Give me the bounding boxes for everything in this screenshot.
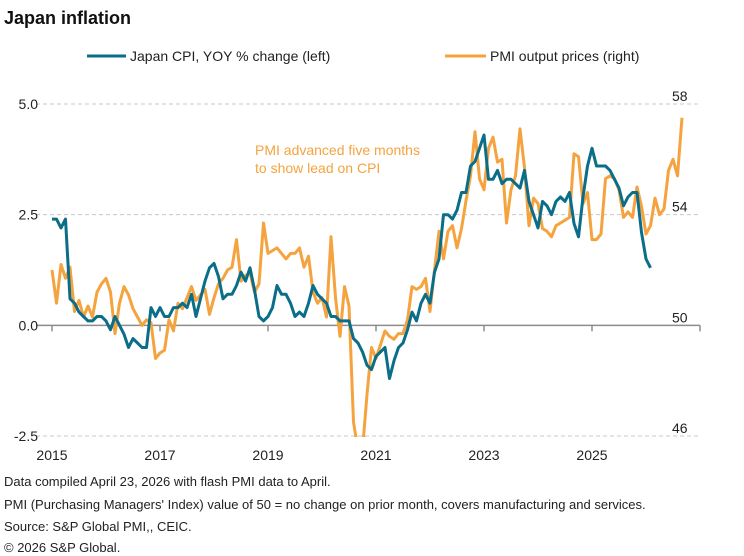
legend-label-pmi: PMI output prices (right) — [490, 48, 639, 64]
series-line-pmi-output-prices — [50, 117, 684, 437]
right-axis-ticks: 58 54 50 46 — [672, 88, 688, 436]
x-tick-label: 2023 — [468, 447, 499, 463]
annotation-line-2: to show lead on CPI — [255, 160, 380, 176]
right-tick-label: 50 — [672, 309, 688, 325]
footnote-pmi-definition: PMI (Purchasing Managers' Index) value o… — [4, 497, 646, 512]
footnote-source: Source: S&P Global PMI,, CEIC. — [4, 519, 192, 534]
x-tick-label: 2015 — [36, 447, 67, 463]
x-tick-label: 2017 — [144, 447, 175, 463]
left-tick-label: -2.5 — [14, 428, 38, 444]
annotation: PMI advanced five months to show lead on… — [255, 142, 420, 176]
footnote-data-compiled: Data compiled April 23, 2026 with flash … — [4, 474, 331, 489]
series-line-japan-cpi — [52, 133, 652, 380]
legend: Japan CPI, YOY % change (left) PMI outpu… — [87, 48, 639, 64]
left-tick-label: 5.0 — [19, 96, 39, 112]
right-tick-label: 54 — [672, 199, 688, 215]
right-tick-label: 46 — [672, 420, 688, 436]
x-tick-label: 2019 — [252, 447, 283, 463]
x-axis: 2015 2017 2019 2021 2023 2025 — [36, 325, 701, 463]
right-tick-label: 58 — [672, 88, 688, 104]
footnotes: Data compiled April 23, 2026 with flash … — [4, 474, 646, 555]
left-tick-label: 2.5 — [19, 207, 39, 223]
chart-title: Japan inflation — [4, 8, 131, 28]
legend-label-cpi: Japan CPI, YOY % change (left) — [130, 48, 330, 64]
x-tick-label: 2021 — [360, 447, 391, 463]
left-tick-label: 0.0 — [19, 317, 39, 333]
annotation-line-1: PMI advanced five months — [255, 142, 420, 158]
footnote-copyright: © 2026 S&P Global. — [4, 540, 120, 555]
left-axis-ticks: 5.0 2.5 0.0 -2.5 — [14, 96, 38, 444]
x-tick-label: 2025 — [576, 447, 607, 463]
